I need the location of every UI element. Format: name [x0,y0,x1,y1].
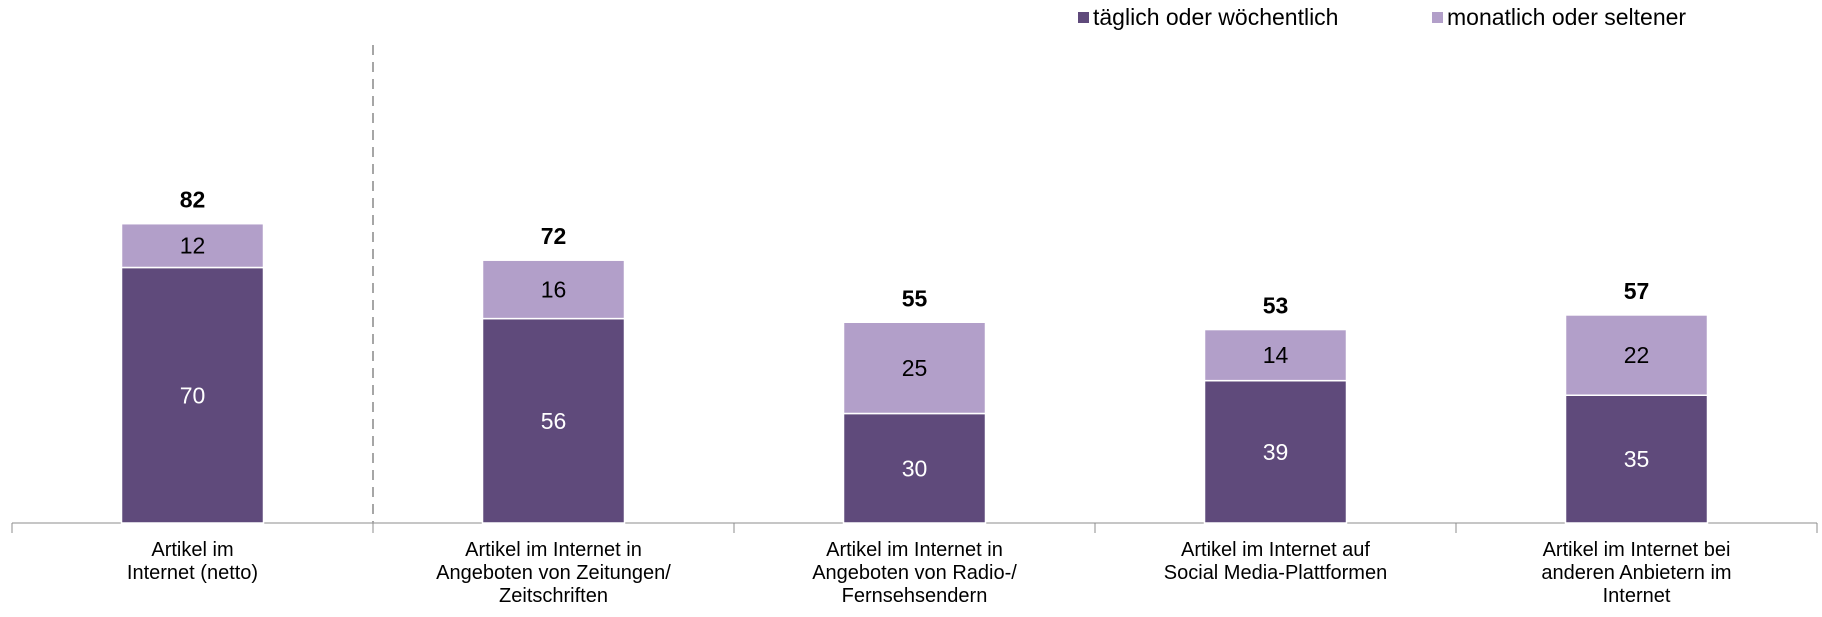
chart-legend: täglich oder wöchentlich monatlich oder … [0,4,1822,36]
bar-segment-monthly-rarer [842,321,987,415]
data-label-daily-weekly: 56 [541,408,567,434]
data-label-monthly-rarer: 12 [180,233,206,259]
legend-swatch-daily-weekly [1078,12,1089,23]
legend-item-monthly-rarer: monatlich oder seltener [1432,4,1686,31]
data-label-daily-weekly: 39 [1263,439,1289,465]
legend-label-daily-weekly: täglich oder wöchentlich [1093,4,1339,30]
data-label-monthly-rarer: 14 [1263,342,1289,368]
data-label-daily-weekly: 70 [180,382,206,408]
bar-segment-daily-weekly [1564,394,1709,524]
category-label: Artikel im Internet auf Social Media-Pla… [1163,539,1388,584]
data-label-monthly-rarer: 22 [1624,342,1650,368]
legend-label-monthly-rarer: monatlich oder seltener [1447,4,1687,30]
legend-item-daily-weekly: täglich oder wöchentlich [1078,4,1338,31]
total-label: 82 [180,187,206,213]
total-label: 57 [1624,278,1650,304]
category-label: Artikel im Internet in Angeboten von Rad… [812,539,1017,607]
category-label: Artikel im Internet (netto) [126,539,259,584]
legend-swatch-monthly-rarer [1432,12,1443,23]
bar-segment-monthly-rarer [1564,314,1709,397]
bar-segment-daily-weekly [842,412,987,524]
bar-segment-monthly-rarer [1203,328,1348,382]
category-label: Artikel im Internet in Angeboten von Zei… [436,539,671,607]
total-label: 72 [541,223,567,249]
total-label: 55 [902,285,928,311]
category-label: Artikel im Internet bei anderen Anbieter… [1541,539,1732,607]
data-label-daily-weekly: 30 [902,455,928,481]
data-label-monthly-rarer: 16 [541,276,567,302]
bar-segment-monthly-rarer [120,222,265,269]
data-label-monthly-rarer: 25 [902,355,928,381]
bar-segment-daily-weekly [481,317,626,524]
bar-segment-daily-weekly [120,266,265,524]
data-label-daily-weekly: 35 [1624,446,1650,472]
bar-segment-daily-weekly [1203,379,1348,524]
bar-segment-monthly-rarer [481,259,626,320]
total-label: 53 [1263,293,1289,319]
